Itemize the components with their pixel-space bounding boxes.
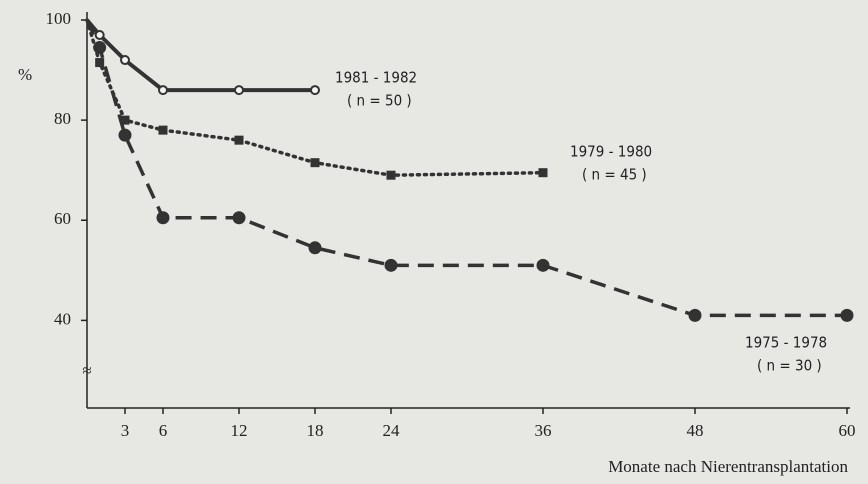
x-tick-label: 6 (159, 421, 168, 440)
axis-break: ≈ (82, 361, 91, 380)
marker (538, 260, 549, 271)
page: % Monate nach Nierentransplantation ≈ 40… (0, 0, 868, 484)
marker (159, 126, 168, 135)
marker (96, 31, 104, 39)
marker (158, 212, 169, 223)
marker (387, 171, 396, 180)
y-tick-label: 40 (54, 309, 71, 328)
marker (235, 86, 243, 94)
marker (842, 310, 853, 321)
x-tick-label: 24 (383, 421, 401, 440)
x-tick-label: 48 (687, 421, 704, 440)
y-axis-label: % (18, 65, 32, 84)
y-tick-label: 100 (46, 9, 72, 28)
series-n-label: ( n = 45 ) (582, 166, 647, 184)
series-label: 1981 - 1982 (335, 69, 417, 87)
marker (95, 58, 104, 67)
x-tick-label: 60 (839, 421, 856, 440)
y-tick-label: 80 (54, 109, 71, 128)
x-tick-label: 36 (535, 421, 552, 440)
chart: % Monate nach Nierentransplantation ≈ 40… (0, 0, 868, 484)
series-label: 1979 - 1980 (570, 143, 652, 161)
series-n-label: ( n = 30 ) (757, 357, 822, 375)
y-tick-label: 60 (54, 209, 71, 228)
marker (690, 310, 701, 321)
marker (235, 136, 244, 145)
marker (311, 86, 319, 94)
marker (234, 212, 245, 223)
series-label: 1975 - 1978 (745, 334, 827, 352)
marker (311, 158, 320, 167)
marker (539, 168, 548, 177)
marker (94, 42, 105, 53)
x-tick-label: 12 (231, 421, 248, 440)
x-axis-label: Monate nach Nierentransplantation (608, 457, 848, 476)
marker (310, 242, 321, 253)
marker (386, 260, 397, 271)
marker (120, 130, 131, 141)
x-tick-label: 3 (121, 421, 130, 440)
background (0, 0, 868, 484)
marker (159, 86, 167, 94)
series-n-label: ( n = 50 ) (347, 92, 412, 110)
marker (121, 56, 129, 64)
x-tick-label: 18 (307, 421, 324, 440)
